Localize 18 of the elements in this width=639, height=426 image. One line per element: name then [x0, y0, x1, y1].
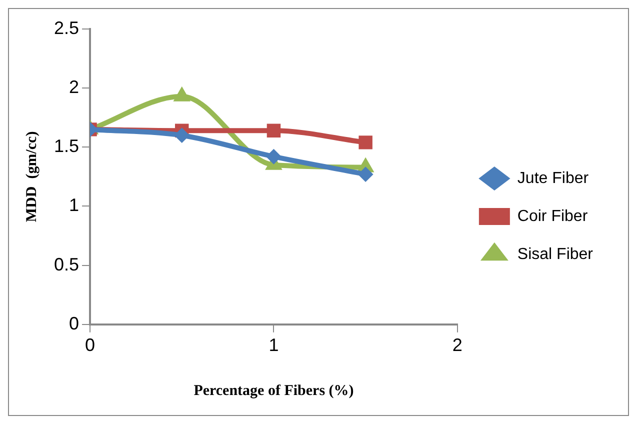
x-axis-title: Percentage of Fibers (%) [194, 382, 354, 399]
point [266, 124, 281, 138]
y-tick-label: 0 [69, 313, 80, 334]
x-tick-label: 2 [452, 335, 462, 356]
x-tick-label: 0 [85, 335, 96, 356]
legend-label: Sisal Fiber [517, 246, 594, 263]
y-tick-label: 2.5 [54, 18, 80, 38]
legend-label: Jute Fiber [517, 170, 590, 187]
y-tick-label: 0.5 [54, 254, 80, 274]
point [358, 166, 374, 182]
y-tick-label: 2 [69, 77, 80, 98]
legend-label: Coir Fiber [517, 208, 588, 225]
point [358, 136, 372, 150]
point [266, 149, 282, 164]
y-tick-label: 1 [69, 195, 80, 216]
y-axis-title: MDD (gm/cc) [24, 131, 40, 222]
x-tick-label: 1 [268, 335, 279, 356]
y-tick-label: 1.5 [54, 136, 80, 156]
